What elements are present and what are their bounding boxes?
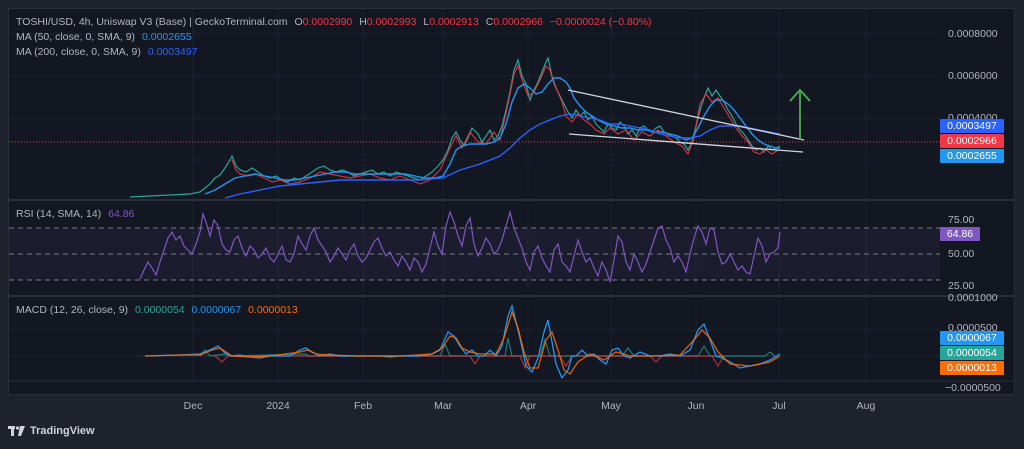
- ma50-price-tag: 0.0002655: [940, 149, 1004, 163]
- macd-line: [144, 303, 781, 380]
- macd-legend[interactable]: MACD (12, 26, close, 9) 0.0000054 0.0000…: [16, 304, 302, 316]
- time-label: Jun: [687, 400, 705, 412]
- rsi-value: 64.86: [108, 208, 135, 220]
- time-label: Jul: [772, 400, 786, 412]
- signal-line: [144, 309, 781, 375]
- macd-line-tag: 0.0000067: [940, 331, 1004, 345]
- price-candles: [129, 56, 781, 198]
- time-label: Feb: [353, 400, 373, 412]
- brand-name: TradingView: [30, 425, 95, 437]
- ma50-legend[interactable]: MA (50, close, 0, SMA, 9) 0.0002655: [16, 31, 196, 43]
- rsi-tick: 75.00: [948, 214, 975, 226]
- tradingview-brand[interactable]: TradingView: [8, 425, 95, 437]
- macd-line-value: 0.0000067: [191, 304, 242, 316]
- ma50-value: 0.0002655: [141, 31, 192, 43]
- price-tick: 0.0006000: [948, 70, 998, 82]
- wedge-lower-trendline: [568, 133, 804, 153]
- ma200-value: 0.0003497: [147, 46, 198, 58]
- rsi-tick: 25.00: [948, 280, 975, 292]
- time-label: Mar: [433, 400, 453, 412]
- symbol-legend[interactable]: TOSHI/USD, 4h, Uniswap V3 (Base) | Gecko…: [16, 16, 656, 28]
- ma50-label: MA (50, close, 0, SMA, 9): [16, 31, 136, 43]
- rsi-label: RSI (14, SMA, 14): [16, 208, 102, 220]
- macd-signal-tag: 0.0000013: [940, 361, 1004, 375]
- macd-signal-value: 0.0000013: [248, 304, 298, 316]
- grid-horizontal: [9, 33, 940, 382]
- macd-label: MACD (12, 26, close, 9): [16, 304, 129, 316]
- ohlc-low: L0.0002913: [423, 16, 479, 28]
- ohlc-open: O0.0002990: [294, 16, 353, 28]
- macd-tick: −0.0000500: [945, 382, 1001, 394]
- time-label: 2024: [266, 400, 290, 412]
- price-tick: 0.0008000: [948, 28, 998, 40]
- macd-hist-tag: 0.0000054: [940, 346, 1004, 360]
- time-label: May: [601, 400, 621, 412]
- ma200-label: MA (200, close, 0, SMA, 9): [16, 46, 141, 58]
- time-label: Aug: [856, 400, 876, 412]
- tradingview-logo-icon: [8, 426, 25, 436]
- close-price-tag: 0.0002966: [940, 134, 1004, 148]
- ma200-price-tag: 0.0003497: [940, 119, 1004, 133]
- bullish-arrow-icon: [789, 88, 811, 140]
- rsi-levels: [9, 227, 940, 281]
- wedge-upper-trendline: [567, 89, 805, 141]
- grid-vertical: [192, 9, 867, 382]
- macd-hist-value: 0.0000054: [134, 304, 185, 316]
- ohlc-change: −0.0000024 (−0.80%): [549, 16, 652, 28]
- time-label: Apr: [519, 400, 537, 412]
- rsi-legend[interactable]: RSI (14, SMA, 14) 64.86: [16, 208, 138, 220]
- time-label: Dec: [183, 400, 203, 412]
- ma50-line: [204, 77, 780, 195]
- rsi-value-tag: 64.86: [940, 227, 980, 241]
- ma200-legend[interactable]: MA (200, close, 0, SMA, 9) 0.0003497: [16, 46, 201, 58]
- rsi-line: [139, 209, 781, 283]
- ohlc-high: H0.0002993: [359, 16, 417, 28]
- macd-tick: 0.0001000: [948, 292, 998, 304]
- rsi-tick: 50.00: [948, 248, 975, 260]
- ohlc-close: C0.0002966: [485, 16, 543, 28]
- ma200-line: [224, 113, 781, 199]
- symbol-title: TOSHI/USD, 4h, Uniswap V3 (Base) | Gecko…: [16, 16, 288, 28]
